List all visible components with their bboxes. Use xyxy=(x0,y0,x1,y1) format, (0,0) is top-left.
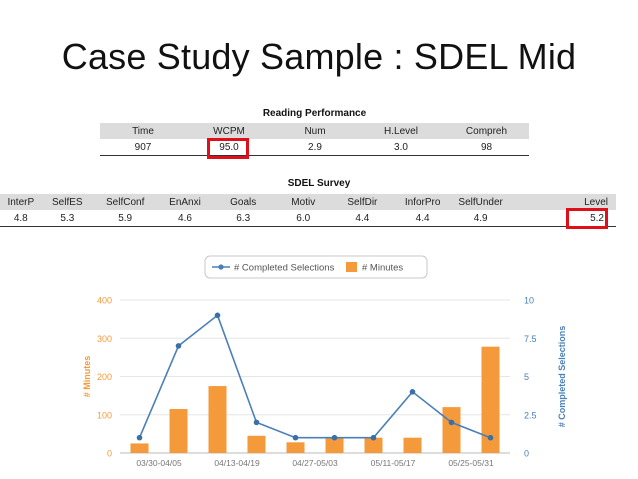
value-motiv: 6.0 xyxy=(273,210,333,227)
reading-performance-caption: Reading Performance xyxy=(262,108,367,119)
header-h-level: H.Level xyxy=(358,123,444,139)
reading-performance-values-row: 907 95.0 2.9 3.0 98 xyxy=(100,139,529,156)
chart-blank-patch xyxy=(410,343,478,357)
header-level: Level xyxy=(508,194,616,210)
value-selfdir: 4.4 xyxy=(332,210,392,227)
chart-axes: 0 0 100 2.5 200 5 300 7.5 400 10 # Minutes # Comple… xyxy=(82,296,567,469)
header-selfconf: SelfConf xyxy=(93,194,158,210)
value-inforpro: 4.4 xyxy=(391,210,454,227)
minutes-bar xyxy=(208,386,227,453)
left-tick-label: 100 xyxy=(97,410,112,420)
header-num: Num xyxy=(272,123,358,139)
x-tick-label: 04/13-04/19 xyxy=(214,458,260,468)
x-tick-label: 05/25-05/31 xyxy=(448,458,494,468)
left-tick-label: 300 xyxy=(97,334,112,344)
minutes-bar xyxy=(169,409,188,453)
right-axis-title: # Completed Selections xyxy=(557,326,567,428)
minutes-bar xyxy=(325,437,344,453)
value-selfunder: 4.9 xyxy=(453,210,508,227)
wcpm-highlight-box xyxy=(207,138,249,159)
header-selfes: SelfES xyxy=(41,194,94,210)
minutes-bars xyxy=(130,346,500,453)
sdel-survey-caption: SDEL Survey xyxy=(287,178,351,189)
header-selfdir: SelfDir xyxy=(332,194,392,210)
value-level: 5.2 xyxy=(508,210,616,227)
legend-line-marker xyxy=(218,264,224,270)
minutes-bar xyxy=(364,437,383,453)
selections-point xyxy=(253,419,260,426)
header-goals: Goals xyxy=(212,194,274,210)
header-inforpro: InforPro xyxy=(391,194,454,210)
header-enanxi: EnAnxi xyxy=(157,194,213,210)
legend-frame xyxy=(204,255,428,279)
x-tick-label: 05/11-05/17 xyxy=(371,458,416,468)
left-tick-label: 400 xyxy=(97,296,112,306)
selections-polyline xyxy=(138,313,491,439)
header-time: Time xyxy=(100,123,186,139)
selections-point xyxy=(409,389,416,395)
header-interp: InterP xyxy=(0,194,42,210)
header-wcpm: WCPM xyxy=(186,123,272,139)
value-selfes: 5.3 xyxy=(41,210,94,227)
selections-point xyxy=(136,434,143,441)
left-tick-label: 0 xyxy=(107,449,112,459)
slide-title: Case Study Sample : SDEL Mid xyxy=(61,36,577,77)
sdel-survey-values-row: 4.8 5.3 5.9 4.6 6.3 6.0 4.4 4.4 4.9 5.2 xyxy=(0,210,616,227)
selections-point xyxy=(214,312,221,319)
value-compreh: 98 xyxy=(444,139,529,156)
selections-point xyxy=(175,343,182,349)
minutes-bar xyxy=(403,437,422,453)
header-selfunder: SelfUnder xyxy=(453,194,508,210)
value-selfconf: 5.9 xyxy=(93,210,158,227)
selections-line xyxy=(136,312,494,441)
minutes-bar xyxy=(442,407,461,453)
value-goals: 6.3 xyxy=(212,210,274,227)
value-interp: 4.8 xyxy=(0,210,42,227)
minutes-bar xyxy=(130,443,149,453)
left-tick-label: 200 xyxy=(97,372,112,382)
chart-legend: # Completed Selections # Minutes xyxy=(204,255,428,279)
right-tick-label: 0 xyxy=(524,449,529,459)
selections-point xyxy=(487,434,494,441)
value-enanxi: 4.6 xyxy=(157,210,213,227)
right-tick-label: 2.5 xyxy=(524,410,537,420)
legend-label-minutes: # Minutes xyxy=(362,263,403,274)
minutes-bar xyxy=(286,442,305,453)
value-h-level: 3.0 xyxy=(358,139,444,156)
header-motiv: Motiv xyxy=(273,194,333,210)
legend-label-selections: # Completed Selections xyxy=(234,263,335,274)
right-tick-label: 7.5 xyxy=(524,334,537,344)
x-tick-label: 04/27-05/03 xyxy=(292,458,338,468)
selections-point xyxy=(370,434,377,441)
minutes-bar xyxy=(247,435,266,453)
selections-point xyxy=(292,434,299,441)
right-tick-label: 5 xyxy=(524,372,529,382)
value-time: 907 xyxy=(100,139,186,156)
sdel-survey-table: InterP SelfES SelfConf EnAnxi Goals Moti… xyxy=(0,194,616,227)
reading-performance-header-row: Time WCPM Num H.Level Compreh xyxy=(100,123,529,139)
header-compreh: Compreh xyxy=(444,123,529,139)
selections-point xyxy=(448,419,455,426)
selections-point xyxy=(331,434,338,441)
legend-bar-swatch xyxy=(346,262,357,272)
level-highlight-box xyxy=(566,208,608,229)
right-tick-label: 10 xyxy=(524,296,534,306)
x-tick-label: 03/30-04/05 xyxy=(136,458,182,468)
minutes-selections-chart: # Completed Selections # Minutes 0 0 100 2.… xyxy=(78,248,582,474)
left-axis-title: # Minutes xyxy=(82,356,92,398)
reading-performance-table: Time WCPM Num H.Level Compreh 907 95.0 2… xyxy=(100,123,529,156)
value-num: 2.9 xyxy=(272,139,358,156)
sdel-survey-header-row: InterP SelfES SelfConf EnAnxi Goals Moti… xyxy=(0,194,616,210)
minutes-bar xyxy=(481,346,500,453)
